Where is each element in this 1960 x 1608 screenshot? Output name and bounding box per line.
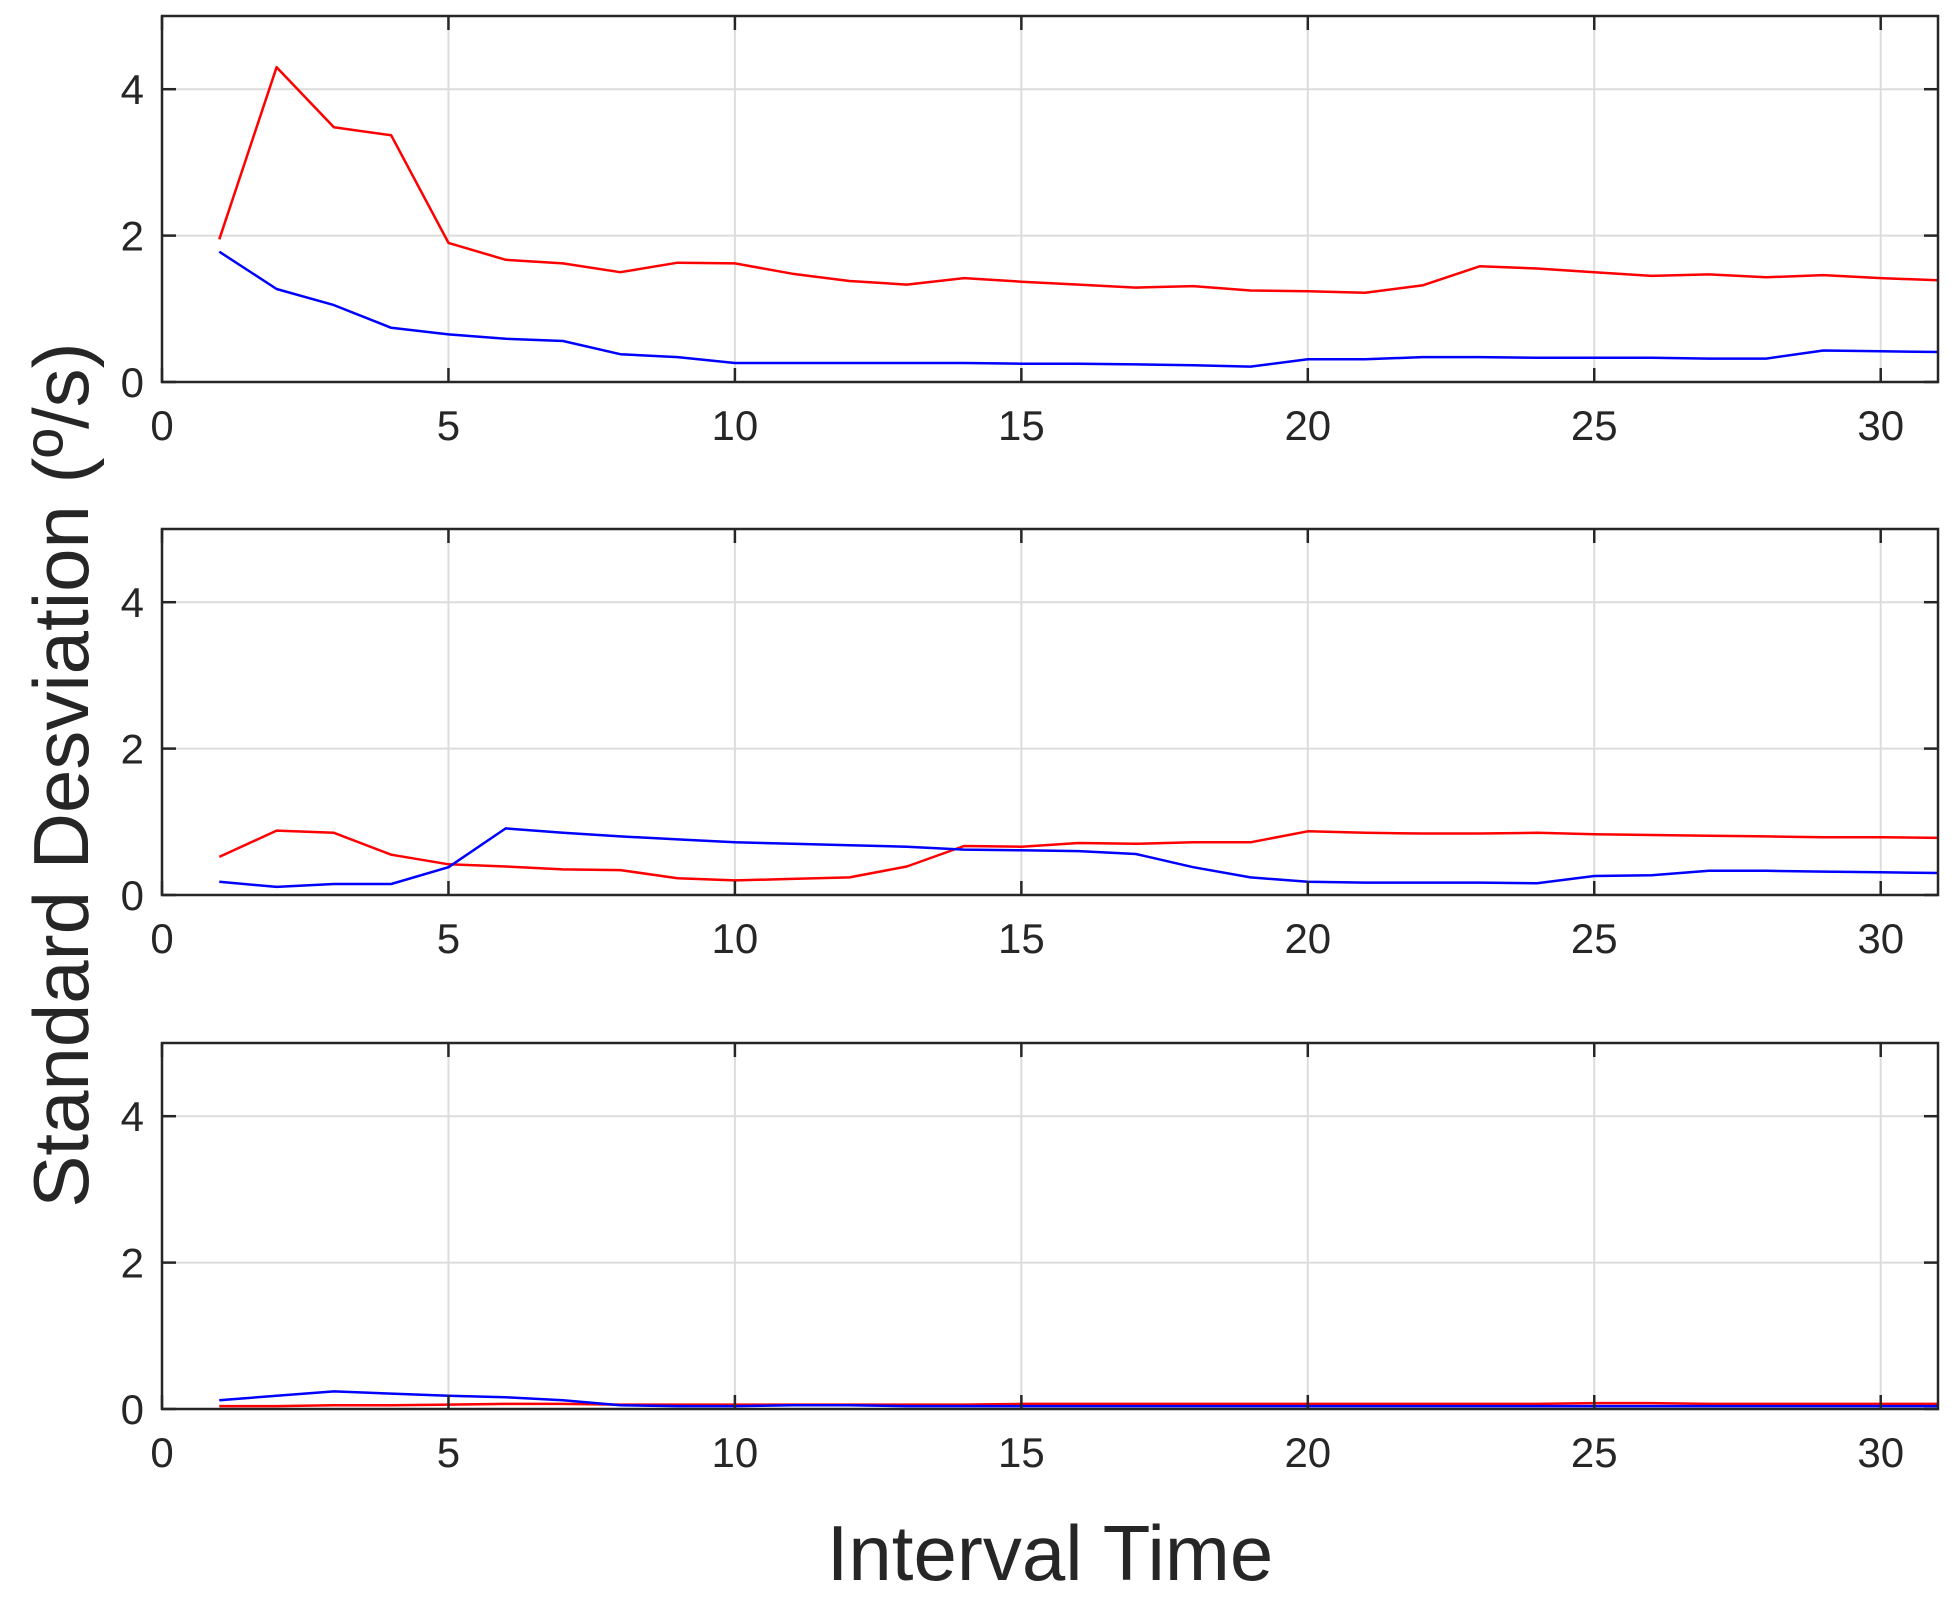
x-tick-label: 30 [1857, 1429, 1904, 1476]
y-tick-label: 2 [121, 726, 144, 773]
y-tick-label: 0 [121, 359, 144, 406]
x-tick-label: 5 [437, 915, 460, 962]
x-tick-label: 10 [712, 402, 759, 449]
x-tick-label: 20 [1284, 915, 1331, 962]
y-tick-label: 4 [121, 579, 144, 626]
y-tick-label: 0 [121, 872, 144, 919]
x-tick-label: 15 [998, 1429, 1045, 1476]
axes-box [160, 14, 1940, 384]
x-tick-label: 25 [1571, 915, 1618, 962]
x-axis-title: Interval Time [827, 1509, 1273, 1597]
x-tick-label: 5 [437, 402, 460, 449]
y-tick-label: 4 [121, 1093, 144, 1140]
series-line-red [218, 829, 1939, 882]
panel-2: 0 5 10 15 20 25 30 0 2 4 [121, 527, 1940, 962]
series-line-blue [218, 250, 1939, 368]
panel-3: 0 5 10 15 20 25 30 0 2 4 [121, 1041, 1940, 1476]
x-tick-label: 10 [712, 915, 759, 962]
x-tick-label: 30 [1857, 915, 1904, 962]
y-tick-label: 0 [121, 1386, 144, 1433]
x-tick-label: 10 [712, 1429, 759, 1476]
y-tick-label: 2 [121, 213, 144, 260]
x-tick-label: 5 [437, 1429, 460, 1476]
x-tick-label: 20 [1284, 1429, 1331, 1476]
x-tick-label: 0 [150, 1429, 173, 1476]
y-tick-label: 2 [121, 1240, 144, 1287]
axes-box [160, 1041, 1940, 1411]
y-tick-label: 4 [121, 66, 144, 113]
series-line-blue [219, 827, 1939, 889]
x-tick-label: 30 [1857, 402, 1904, 449]
x-tick-label: 15 [998, 915, 1045, 962]
y-axis-title: Standard Desviation (º/s) [17, 342, 105, 1207]
series-line-blue [219, 1390, 1938, 1408]
x-tick-label: 0 [150, 402, 173, 449]
x-tick-label: 15 [998, 402, 1045, 449]
x-tick-label: 25 [1571, 402, 1618, 449]
series-line-red [218, 65, 1939, 294]
axes-box [160, 527, 1940, 897]
panel-1: 0 5 10 15 20 25 30 0 2 4 [121, 14, 1940, 449]
series-line-red [219, 1401, 1938, 1408]
x-tick-label: 25 [1571, 1429, 1618, 1476]
x-tick-label: 0 [150, 915, 173, 962]
x-tick-label: 20 [1284, 402, 1331, 449]
